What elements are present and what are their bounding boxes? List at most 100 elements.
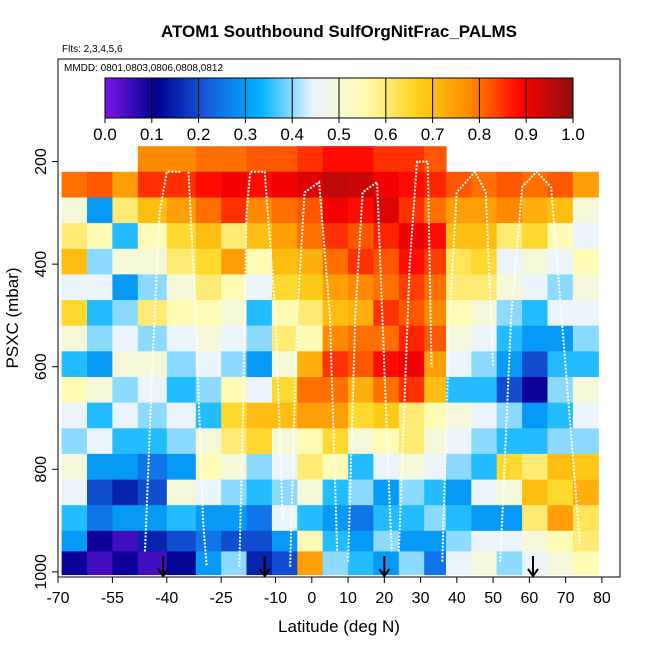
colorbar-tick-label: 0.9 xyxy=(514,125,538,144)
heatmap-cell xyxy=(61,377,88,404)
heatmap-cell xyxy=(572,325,599,352)
heatmap-cell xyxy=(398,197,425,224)
heatmap-cell xyxy=(137,453,168,481)
y-axis: 200 400 600 800 1000 xyxy=(33,148,58,590)
y-tick-label: 1000 xyxy=(33,554,50,590)
heatmap-cell xyxy=(166,377,197,404)
heatmap-cell xyxy=(221,171,248,198)
heatmap-cell xyxy=(572,351,599,378)
heatmap-cell xyxy=(398,325,425,352)
heatmap-cell xyxy=(496,505,523,532)
heatmap-cell xyxy=(61,505,88,532)
heatmap-cell xyxy=(348,530,375,552)
heatmap-cell xyxy=(496,479,523,506)
heatmap-cell xyxy=(195,325,222,352)
heatmap-cell xyxy=(87,402,113,429)
heatmap-cell xyxy=(221,530,248,552)
heatmap-cell xyxy=(61,223,88,250)
heatmap-cell xyxy=(348,171,375,198)
heatmap-cell xyxy=(424,530,447,552)
x-tick-label: 10 xyxy=(339,590,357,607)
heatmap-cell xyxy=(446,551,472,576)
x-tick-label: 40 xyxy=(448,590,466,607)
heatmap-cell xyxy=(166,248,197,275)
colorbar-tick-label: 0.7 xyxy=(421,125,445,144)
heatmap-cell xyxy=(246,453,273,481)
heatmap-cell xyxy=(297,402,324,429)
heatmap-cell xyxy=(87,530,113,552)
heatmap-cell xyxy=(297,505,324,532)
heatmap-cell xyxy=(61,551,88,576)
heatmap-cell xyxy=(373,377,400,404)
colorbar-tick-label: 0.4 xyxy=(280,125,304,144)
heatmap-cell xyxy=(496,197,523,224)
heatmap-cell xyxy=(246,274,273,301)
heatmap-cell xyxy=(246,551,273,576)
colorbar-tick-label: 0.0 xyxy=(93,125,117,144)
heatmap-cell xyxy=(271,530,298,552)
heatmap-cell xyxy=(348,274,375,301)
heatmap-cell xyxy=(424,505,447,532)
heatmap-cell xyxy=(348,351,375,378)
heatmap-cell xyxy=(547,530,574,552)
heatmap-cell xyxy=(348,479,375,506)
colorbar: 0.0 0.1 0.2 0.3 0.4 0.5 0.6 0.7 0.8 0.9 1.0 xyxy=(93,77,585,144)
flight-path xyxy=(397,160,433,552)
heatmap-cell xyxy=(348,248,375,275)
heatmap-cell xyxy=(496,377,523,404)
heatmap-cell xyxy=(112,274,139,301)
heatmap-cell xyxy=(297,351,324,378)
heatmap-cell xyxy=(373,248,400,275)
heatmap-cell xyxy=(446,402,472,429)
x-tick-label: 0 xyxy=(307,590,316,607)
heatmap-cell xyxy=(547,479,574,506)
plot-frame xyxy=(57,58,621,578)
y-tick-label: 400 xyxy=(33,251,50,278)
x-axis-label: Latitude (deg N) xyxy=(278,617,400,636)
heatmap-cell xyxy=(322,146,349,173)
heatmap-cell xyxy=(195,248,222,275)
heatmap-cell xyxy=(112,402,139,429)
heatmap-cell xyxy=(398,300,425,327)
heatmap-cell xyxy=(373,146,400,173)
flight-path xyxy=(238,170,284,567)
heatmap-cell xyxy=(87,274,113,301)
heatmap-cell xyxy=(522,351,549,378)
heatmap-cell xyxy=(348,300,375,327)
heatmap-cell xyxy=(522,171,549,198)
heatmap-cell xyxy=(246,377,273,404)
heatmap-cell xyxy=(496,428,523,455)
heatmap-cell xyxy=(496,300,523,327)
heatmap-cell xyxy=(424,428,447,455)
heatmap-cell xyxy=(87,551,113,576)
heatmap-cell xyxy=(61,325,88,352)
heatmap-cell xyxy=(137,197,168,224)
heatmap-cell xyxy=(61,479,88,506)
heatmap-cell xyxy=(195,505,222,532)
heatmap-cell xyxy=(398,248,425,275)
heatmap-cell xyxy=(547,248,574,275)
x-tick-label: 30 xyxy=(412,590,430,607)
heatmap-cell xyxy=(398,377,425,404)
heatmap-cell xyxy=(373,505,400,532)
heatmap-cell xyxy=(195,351,222,378)
heatmap-cell xyxy=(373,530,400,552)
heatmap-cell xyxy=(496,453,523,481)
heatmap-cell xyxy=(471,479,498,506)
flight-path xyxy=(144,170,182,552)
heatmap-cell xyxy=(424,223,447,250)
heatmap-cell xyxy=(572,171,599,198)
arrow-marker-head xyxy=(157,568,169,578)
heatmap-cell xyxy=(446,351,472,378)
mmdd-note: MMDD: 0801,0803,0806,0808,0812 xyxy=(64,63,223,74)
heatmap-cell xyxy=(572,248,599,275)
heatmap-cell xyxy=(271,351,298,378)
heatmap-cell xyxy=(572,453,599,481)
heatmap-cell xyxy=(547,551,574,576)
heatmap-cell xyxy=(446,248,472,275)
heatmap-cell xyxy=(195,146,222,173)
heatmap-cell xyxy=(112,428,139,455)
x-tick-label: 70 xyxy=(557,590,575,607)
heatmap-cell xyxy=(221,505,248,532)
heatmap-cell xyxy=(297,325,324,352)
